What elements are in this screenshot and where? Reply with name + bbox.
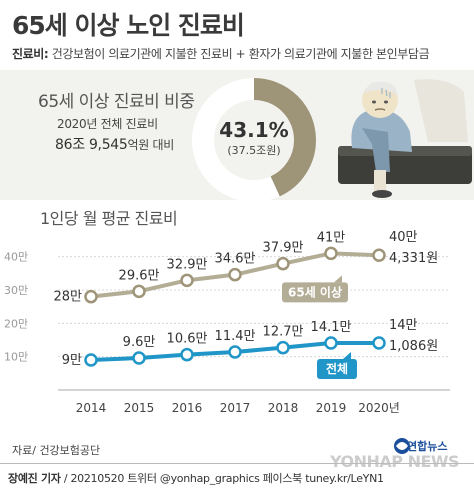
ratio-total-unit: 억원 대비 xyxy=(127,138,175,152)
last-value-label: 1,086원 xyxy=(389,339,438,354)
x-tick-label: 2016 xyxy=(172,401,203,415)
elderly-patient-illustration xyxy=(318,72,474,200)
series-tag xyxy=(317,359,357,379)
data-point xyxy=(84,289,98,304)
data-point xyxy=(132,351,146,365)
data-label: 11.4만 xyxy=(215,329,256,344)
ratio-percent: 43.1% xyxy=(219,118,289,142)
credit-line: 장예진 기자 / 20210520 트위터 @yonhap_graphics 페… xyxy=(8,470,384,486)
data-label: 32.9만 xyxy=(167,257,208,272)
data-label: 9만 xyxy=(62,353,82,368)
data-point xyxy=(84,353,98,367)
data-label: 34.6만 xyxy=(215,252,256,267)
line-chart: 10만 20만 30만 40만 2014 2015 2016 2017 2018 2019 2020… xyxy=(4,230,450,415)
data-point xyxy=(372,336,386,350)
x-tick-label: 2014 xyxy=(76,401,107,415)
data-label: 41만 xyxy=(317,230,346,245)
ratio-subtitle: 2020년 전체 진료비 xyxy=(57,117,158,131)
ratio-total-value: 86조 9,545 xyxy=(55,137,128,153)
data-label: 10.6만 xyxy=(167,332,208,347)
ratio-title: 65세 이상 진료비 비중 xyxy=(38,92,195,112)
ratio-amount: (37.5조원) xyxy=(227,144,281,157)
data-label: 14.1만 xyxy=(311,320,352,335)
data-point xyxy=(276,256,290,271)
x-tick-label: 2015 xyxy=(124,401,155,415)
y-tick-label: 20만 xyxy=(4,317,28,330)
series-tag-pointer xyxy=(343,352,351,359)
data-label: 28만 xyxy=(53,290,82,305)
data-point xyxy=(180,273,194,288)
reporter-name: 장예진 기자 xyxy=(8,472,61,485)
donut-share xyxy=(192,78,316,202)
data-point xyxy=(324,246,338,261)
series-name-label: 전체 xyxy=(326,361,348,376)
y-tick-label: 30만 xyxy=(4,284,28,297)
x-tick-label: 2017 xyxy=(220,401,251,415)
yonhap-logo xyxy=(394,438,410,454)
definition-label: 진료비: xyxy=(12,47,49,61)
definition-text: 건강보험이 의료기관에 지불한 진료비 + 환자가 의료기관에 지불한 본인부담… xyxy=(51,47,430,61)
credit-text: / 20210520 트위터 @yonhap_graphics 페이스북 tun… xyxy=(63,472,384,485)
data-point xyxy=(276,340,290,355)
series-tag xyxy=(282,282,348,303)
footer-divider xyxy=(0,463,474,464)
data-point xyxy=(228,267,242,282)
last-value-label: 14만 xyxy=(389,318,418,333)
x-tick-label: 2020년 xyxy=(358,401,400,415)
source-note: 자료/ 건강보험공단 xyxy=(12,444,101,457)
ratio-donut xyxy=(192,78,316,202)
definition-line: 진료비: 건강보험이 의료기관에 지불한 진료비 + 환자가 의료기관에 지불한… xyxy=(12,45,430,62)
last-value-label: 4,331원 xyxy=(389,251,438,266)
x-tick-label: 2018 xyxy=(268,401,299,415)
chart-title: 1인당 월 평균 진료비 xyxy=(40,209,178,228)
last-value-label: 40만 xyxy=(389,230,418,245)
series-name-label: 65세 이상 xyxy=(288,284,342,299)
data-label: 9.6만 xyxy=(123,335,156,350)
series-tag-pointer xyxy=(334,275,342,283)
y-tick-label: 10만 xyxy=(4,351,28,364)
yonhap-watermark: YONHAP NEWS xyxy=(330,452,460,471)
x-tick-label: 2019 xyxy=(316,401,347,415)
yonhap-logo-name: 연합뉴스 xyxy=(407,440,448,453)
data-point xyxy=(132,284,146,299)
data-point xyxy=(180,347,194,362)
data-point xyxy=(372,248,386,262)
page-title: 65세 이상 노인 진료비 xyxy=(12,11,245,40)
data-label: 29.6만 xyxy=(119,268,160,283)
data-point xyxy=(228,345,242,359)
data-point xyxy=(324,336,338,350)
data-label: 12.7만 xyxy=(263,325,304,340)
ratio-total: 86조 9,545억원 대비 xyxy=(55,134,174,154)
data-label: 37.9만 xyxy=(263,241,304,256)
y-tick-label: 40만 xyxy=(4,251,28,264)
